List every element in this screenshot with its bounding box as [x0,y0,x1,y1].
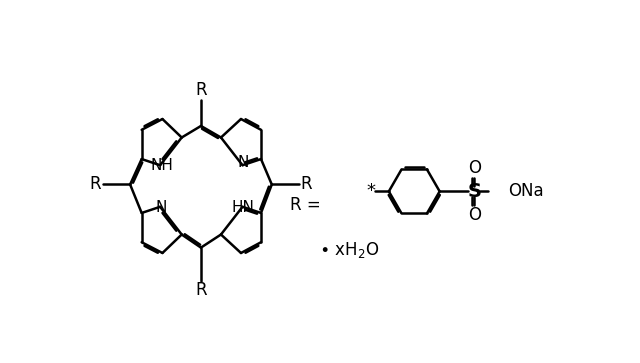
Text: N: N [156,200,168,215]
Text: ONa: ONa [508,182,544,200]
Text: *: * [367,182,376,200]
Text: R: R [301,175,312,193]
Text: O: O [468,159,481,177]
Text: N: N [237,155,249,170]
Text: R: R [90,175,101,193]
Text: R =: R = [289,196,320,214]
Text: S: S [467,182,481,201]
Text: $\bullet$ xH$_2$O: $\bullet$ xH$_2$O [319,240,379,260]
Text: HN: HN [232,200,255,215]
Text: R: R [195,81,207,99]
Text: R: R [195,281,207,299]
Text: NH: NH [150,158,173,173]
Text: O: O [468,205,481,224]
